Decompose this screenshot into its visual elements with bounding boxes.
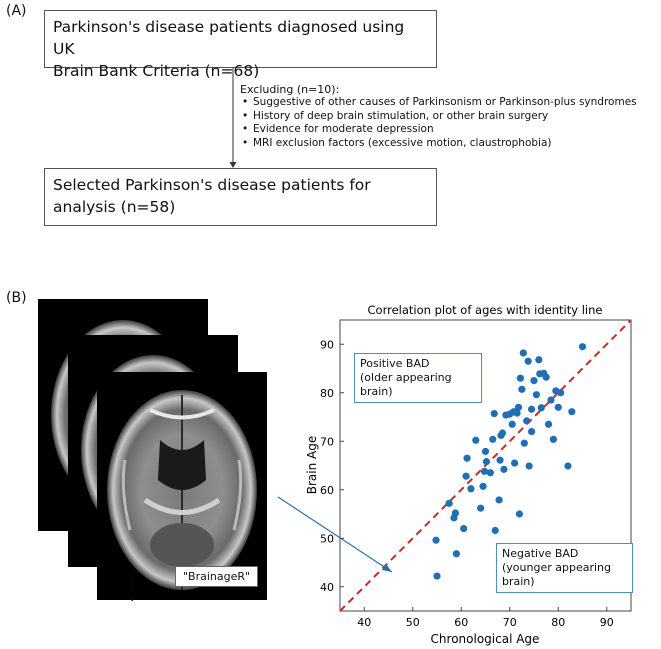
data-point xyxy=(564,462,572,470)
y-tick-label: 90 xyxy=(320,338,334,351)
data-point xyxy=(460,524,468,533)
exclusion-list: Suggestive of other causes of Parkinsoni… xyxy=(240,96,660,150)
flow-arrow xyxy=(229,68,237,168)
data-point xyxy=(508,420,516,428)
x-tick-label: 80 xyxy=(551,616,565,629)
data-point xyxy=(525,462,533,470)
data-point xyxy=(514,403,523,411)
data-point xyxy=(491,526,499,535)
mri-slice-stack xyxy=(38,299,267,600)
x-tick-label: 60 xyxy=(454,616,468,629)
exclusion-title: Excluding (n=10): xyxy=(240,83,340,96)
y-tick-label: 60 xyxy=(320,484,334,497)
data-point xyxy=(547,396,555,404)
y-axis-label: Brain Age xyxy=(305,436,319,494)
data-point xyxy=(482,458,491,466)
data-point xyxy=(490,410,498,418)
x-tick-label: 50 xyxy=(406,616,420,629)
data-point xyxy=(477,504,485,512)
panel-label-b: (B) xyxy=(6,290,27,306)
mri-slice-front xyxy=(97,372,267,600)
x-tick-label: 90 xyxy=(600,616,614,629)
data-point xyxy=(496,456,504,464)
brainager-label: "BrainageR" xyxy=(175,566,259,587)
data-point xyxy=(500,465,508,473)
data-point xyxy=(516,374,525,382)
data-point xyxy=(535,356,543,364)
data-point xyxy=(515,510,524,518)
bottom-box: Selected Parkinson's disease patients fo… xyxy=(44,168,437,226)
data-point xyxy=(452,550,460,558)
data-point xyxy=(524,357,532,365)
data-point xyxy=(433,572,441,580)
mapping-arrow-head xyxy=(382,564,392,572)
data-point xyxy=(530,377,538,385)
y-tick-label: 80 xyxy=(320,387,334,400)
x-tick-label: 40 xyxy=(357,616,371,629)
exclusion-block: Excluding (n=10): Suggestive of other ca… xyxy=(240,83,660,150)
mapping-arrow xyxy=(277,496,393,573)
data-point xyxy=(568,408,576,416)
negative-bad-annotation: Negative BAD (younger appearing brain) xyxy=(496,543,633,593)
data-point xyxy=(479,482,487,490)
bottom-box-text: Selected Parkinson's disease patients fo… xyxy=(53,176,371,216)
data-point xyxy=(467,485,475,493)
data-point xyxy=(518,385,526,393)
data-point xyxy=(527,427,536,436)
exclusion-item: Suggestive of other causes of Parkinsoni… xyxy=(242,96,660,110)
data-point xyxy=(578,343,587,351)
identity-line xyxy=(339,319,632,612)
data-point xyxy=(498,429,507,437)
y-tick-label: 70 xyxy=(320,435,334,448)
exclusion-item: History of deep brain stimulation, or ot… xyxy=(242,110,660,124)
positive-bad-annotation: Positive BAD (older appearing brain) xyxy=(354,353,482,403)
continuation-dots: · · · xyxy=(130,571,135,609)
top-box-text: Parkinson's disease patients diagnosed u… xyxy=(53,18,405,80)
data-point xyxy=(519,349,527,357)
data-point xyxy=(520,439,528,447)
y-tick-label: 40 xyxy=(320,581,334,594)
top-box: Parkinson's disease patients diagnosed u… xyxy=(44,10,437,80)
data-point xyxy=(513,409,521,417)
data-point xyxy=(532,391,541,399)
data-point xyxy=(554,403,562,411)
data-point xyxy=(527,405,536,413)
exclusion-item: Evidence for moderate depression xyxy=(242,123,660,137)
data-point xyxy=(486,469,494,477)
data-point xyxy=(549,435,558,443)
data-point xyxy=(510,459,519,467)
data-point xyxy=(451,509,460,517)
panel-label-a: (A) xyxy=(6,3,27,19)
chart-title: Correlation plot of ages with identity l… xyxy=(368,303,603,317)
data-point xyxy=(557,389,565,397)
data-point xyxy=(462,472,470,480)
x-axis-label: Chronological Age xyxy=(431,632,540,646)
data-point xyxy=(495,496,503,504)
data-point xyxy=(481,447,490,456)
data-point xyxy=(432,536,440,544)
data-point xyxy=(523,417,531,425)
data-point xyxy=(463,454,471,462)
data-point xyxy=(489,435,497,443)
exclusion-item: MRI exclusion factors (excessive motion,… xyxy=(242,137,660,151)
data-point xyxy=(480,467,489,475)
x-tick-label: 70 xyxy=(503,616,517,629)
y-tick-label: 50 xyxy=(320,532,334,545)
data-point xyxy=(445,499,453,507)
data-point xyxy=(537,404,545,412)
data-point xyxy=(472,436,480,444)
data-point xyxy=(542,373,550,381)
data-point xyxy=(544,420,553,428)
